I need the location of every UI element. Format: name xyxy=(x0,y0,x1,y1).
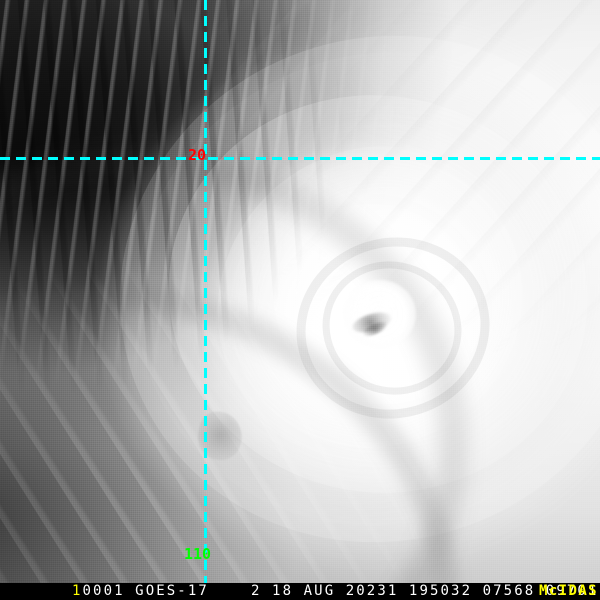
image-metadata-text: 10001 GOES-17 2 18 AUG 20231 195032 0756… xyxy=(72,583,600,600)
longitude-label: 110 xyxy=(184,545,212,563)
latitude-label: 20 xyxy=(188,146,207,164)
frame-number: 1 xyxy=(72,583,83,599)
latitude-gridline-20 xyxy=(0,157,600,160)
metadata-fields: 0001 GOES-17 2 18 AUG 20231 195032 07568… xyxy=(82,583,599,599)
mcidas-brand-label: McIDAS xyxy=(539,583,598,599)
longitude-gridline-110 xyxy=(204,0,207,583)
mcidas-info-bar: 10001 GOES-17 2 18 AUG 20231 195032 0756… xyxy=(0,583,600,600)
